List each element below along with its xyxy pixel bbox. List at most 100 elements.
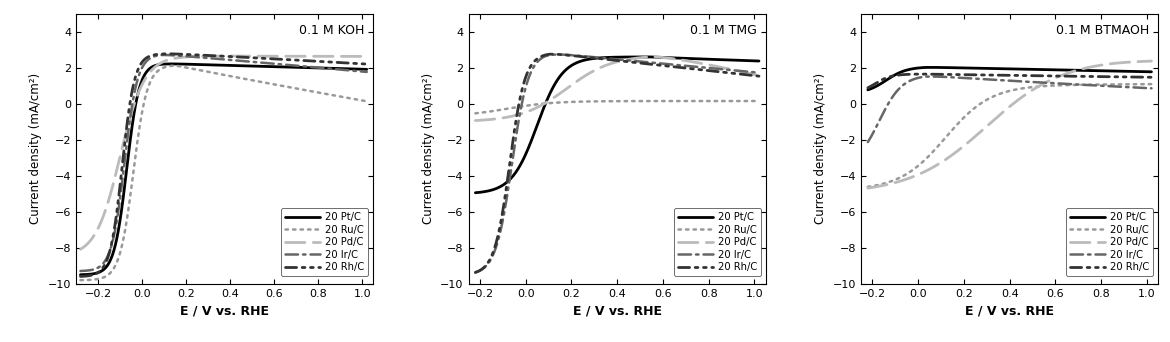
20 Ir/C bbox=[861, 140, 875, 144]
20 Ru/C bbox=[204, 70, 218, 74]
Text: 0.1 M KOH: 0.1 M KOH bbox=[300, 25, 364, 38]
20 Pt/C bbox=[468, 191, 482, 195]
20 Pd/C bbox=[1051, 75, 1065, 79]
20 Rh/C bbox=[204, 53, 218, 57]
20 Pd/C bbox=[934, 161, 948, 165]
20 Rh/C bbox=[861, 86, 875, 90]
Line: 20 Rh/C: 20 Rh/C bbox=[868, 74, 1151, 88]
20 Rh/C bbox=[934, 72, 948, 76]
20 Ir/C bbox=[752, 71, 766, 75]
20 Pt/C bbox=[644, 55, 658, 59]
20 Ir/C bbox=[266, 62, 280, 66]
20 Rh/C bbox=[242, 55, 256, 60]
20 Pd/C bbox=[202, 54, 216, 58]
20 Pt/C bbox=[74, 273, 88, 277]
20 Ir/C bbox=[1051, 81, 1065, 86]
Text: 0.1 M TMG: 0.1 M TMG bbox=[690, 25, 757, 38]
20 Ir/C bbox=[74, 269, 88, 273]
20 Pt/C bbox=[1075, 68, 1089, 73]
20 Ru/C bbox=[1144, 82, 1158, 86]
20 Pd/C bbox=[659, 56, 673, 60]
20 Pt/C bbox=[204, 63, 218, 67]
20 Rh/C bbox=[916, 72, 930, 76]
20 Ru/C bbox=[147, 73, 161, 77]
20 Rh/C bbox=[542, 52, 556, 56]
20 Pt/C bbox=[242, 64, 256, 68]
20 Pt/C bbox=[924, 65, 938, 69]
20 Pd/C bbox=[359, 54, 373, 58]
20 Ru/C bbox=[359, 99, 373, 103]
Line: 20 Pd/C: 20 Pd/C bbox=[868, 61, 1151, 188]
Legend: 20 Pt/C, 20 Ru/C, 20 Pd/C, 20 Ir/C, 20 Rh/C: 20 Pt/C, 20 Ru/C, 20 Pd/C, 20 Ir/C, 20 R… bbox=[674, 208, 760, 276]
20 Ir/C bbox=[551, 52, 565, 56]
20 Pt/C bbox=[597, 56, 611, 60]
Line: 20 Ru/C: 20 Ru/C bbox=[81, 66, 366, 280]
20 Ir/C bbox=[924, 75, 938, 79]
20 Ir/C bbox=[124, 109, 138, 114]
20 Pt/C bbox=[1051, 68, 1065, 72]
20 Ru/C bbox=[911, 164, 925, 168]
20 Pt/C bbox=[164, 62, 178, 66]
Line: 20 Ir/C: 20 Ir/C bbox=[475, 54, 759, 272]
20 Ir/C bbox=[204, 56, 218, 60]
X-axis label: E / V vs. RHE: E / V vs. RHE bbox=[180, 304, 269, 317]
20 Rh/C bbox=[147, 53, 161, 57]
20 Ir/C bbox=[636, 60, 651, 64]
20 Ru/C bbox=[861, 185, 875, 189]
Y-axis label: Current density (mA/cm²): Current density (mA/cm²) bbox=[421, 73, 435, 224]
20 Ir/C bbox=[659, 62, 673, 66]
20 Pd/C bbox=[542, 99, 556, 103]
Line: 20 Rh/C: 20 Rh/C bbox=[81, 54, 366, 276]
20 Rh/C bbox=[289, 58, 303, 62]
20 Pd/C bbox=[147, 66, 161, 70]
20 Pt/C bbox=[659, 55, 673, 60]
20 Rh/C bbox=[1028, 74, 1042, 78]
20 Rh/C bbox=[74, 274, 88, 278]
20 Pd/C bbox=[597, 64, 611, 68]
20 Rh/C bbox=[468, 271, 482, 275]
Line: 20 Rh/C: 20 Rh/C bbox=[475, 54, 759, 273]
20 Pt/C bbox=[289, 65, 303, 69]
20 Rh/C bbox=[359, 62, 373, 66]
20 Pt/C bbox=[635, 55, 649, 59]
20 Ir/C bbox=[934, 75, 948, 79]
20 Ru/C bbox=[1051, 83, 1065, 88]
20 Pt/C bbox=[124, 131, 138, 135]
20 Rh/C bbox=[752, 74, 766, 78]
Line: 20 Pt/C: 20 Pt/C bbox=[475, 57, 759, 193]
20 Rh/C bbox=[990, 73, 1004, 77]
20 Pd/C bbox=[1074, 67, 1088, 71]
20 Rh/C bbox=[911, 72, 925, 76]
20 Pd/C bbox=[635, 55, 649, 60]
20 Pd/C bbox=[911, 173, 925, 177]
20 Pd/C bbox=[124, 112, 138, 116]
20 Ru/C bbox=[242, 78, 256, 82]
Line: 20 Ir/C: 20 Ir/C bbox=[81, 55, 366, 271]
20 Ru/C bbox=[289, 87, 303, 91]
Line: 20 Ir/C: 20 Ir/C bbox=[868, 77, 1151, 142]
20 Rh/C bbox=[682, 66, 696, 70]
20 Ru/C bbox=[752, 99, 766, 103]
20 Pd/C bbox=[989, 116, 1003, 120]
20 Pd/C bbox=[74, 247, 88, 251]
20 Ir/C bbox=[990, 78, 1004, 82]
20 Rh/C bbox=[518, 76, 532, 80]
20 Ru/C bbox=[518, 104, 532, 108]
20 Pt/C bbox=[359, 67, 373, 71]
20 Ru/C bbox=[635, 99, 649, 103]
20 Ru/C bbox=[542, 101, 556, 105]
20 Ru/C bbox=[266, 82, 280, 86]
20 Pd/C bbox=[861, 186, 875, 190]
Line: 20 Pt/C: 20 Pt/C bbox=[868, 67, 1151, 90]
20 Ir/C bbox=[597, 56, 611, 60]
20 Ir/C bbox=[1028, 80, 1042, 84]
20 Pt/C bbox=[518, 153, 532, 157]
20 Ru/C bbox=[658, 99, 672, 103]
20 Pd/C bbox=[223, 54, 238, 58]
20 Ir/C bbox=[518, 86, 532, 90]
Line: 20 Pd/C: 20 Pd/C bbox=[81, 56, 366, 249]
20 Pd/C bbox=[645, 55, 659, 59]
20 Pt/C bbox=[911, 66, 925, 70]
20 Ir/C bbox=[242, 60, 256, 64]
20 Rh/C bbox=[124, 94, 138, 98]
